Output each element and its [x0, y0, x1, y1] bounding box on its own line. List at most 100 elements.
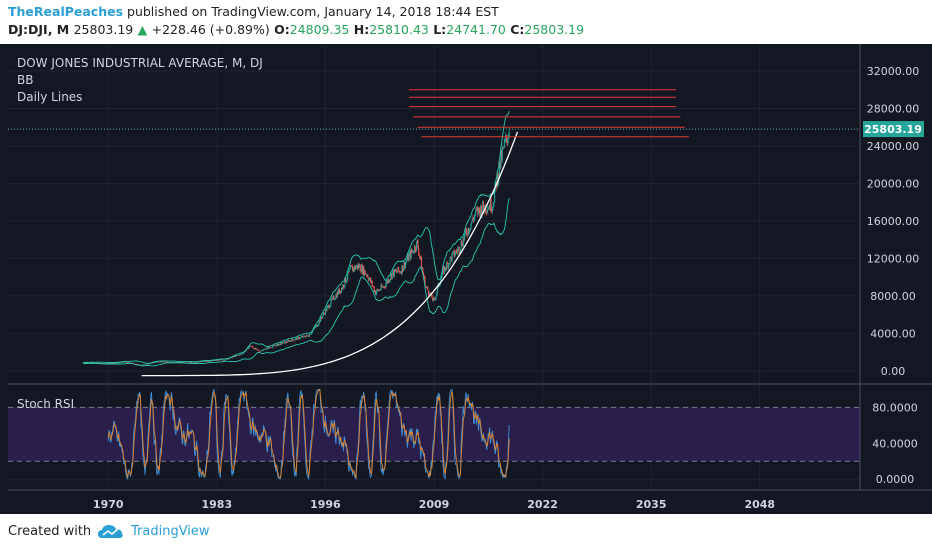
candle-body [274, 345, 276, 347]
candle-body [331, 299, 333, 300]
candle-body [249, 345, 251, 348]
candle-body [223, 360, 225, 361]
candle-body [420, 257, 423, 269]
candle-body [136, 364, 139, 365]
candle-body [395, 270, 398, 273]
candle-body [460, 241, 462, 250]
candle-body [296, 337, 298, 340]
candle-body [172, 362, 174, 363]
candle-body [267, 347, 269, 349]
candle-body [379, 289, 381, 291]
candle-body [370, 280, 372, 283]
candle-body [408, 254, 410, 261]
price-tick-label: 12000.00 [867, 252, 920, 265]
time-tick-label: 2022 [527, 498, 558, 511]
candle-body [121, 362, 123, 363]
candle-body [439, 283, 441, 285]
candle-body [322, 313, 324, 316]
candle-body [218, 359, 220, 361]
legend-daily-lines[interactable]: Daily Lines [17, 90, 82, 104]
candle-body [364, 270, 366, 274]
candle-body [158, 362, 160, 363]
tradingview-brand[interactable]: TradingView [131, 524, 210, 539]
high-label: H: [353, 22, 370, 37]
candle-body [287, 340, 289, 343]
candle-body [476, 208, 478, 210]
candle-body [220, 359, 222, 361]
low-label: L: [433, 22, 447, 37]
candle-body [492, 205, 494, 208]
candle-body [214, 360, 216, 361]
candle-body [317, 324, 320, 326]
candle-body [375, 290, 377, 295]
price-tick-label: 16000.00 [867, 215, 920, 228]
candle-body [402, 265, 404, 272]
candle-body [379, 289, 382, 291]
candle-body [297, 336, 299, 338]
chart-area[interactable]: 0.00 4000.00 8000.00 12000.00 16000.00 20000.… [0, 44, 932, 514]
candle-body [235, 355, 237, 357]
candle-body [177, 362, 179, 363]
candle-body [425, 286, 427, 288]
candle-body [97, 362, 99, 364]
candle-body [202, 361, 204, 363]
candle-body [259, 351, 261, 352]
candle-body [363, 270, 365, 276]
candle-body [478, 207, 480, 215]
chart-svg[interactable]: 0.00 4000.00 8000.00 12000.00 16000.00 20000.… [0, 44, 932, 514]
candle-body [248, 347, 250, 349]
candle-body [467, 227, 469, 236]
last-price: 25803.19 [73, 22, 134, 37]
candle-body [171, 361, 173, 363]
candle-body [153, 362, 155, 364]
candle-body [381, 284, 383, 288]
candle-body [205, 361, 207, 362]
candle-body [173, 362, 175, 363]
candle-body [413, 252, 415, 254]
tradingview-cloud-icon[interactable] [97, 523, 125, 541]
candle-body [424, 276, 426, 287]
candle-body [310, 333, 312, 335]
candle-body [269, 347, 271, 348]
candle-body [115, 362, 117, 364]
candle-body [290, 340, 292, 342]
candle-body [274, 345, 276, 346]
candle-body [432, 298, 434, 301]
candle-body [92, 362, 94, 364]
candle-body [501, 149, 503, 161]
candle-body [354, 265, 356, 271]
time-axis-labels: 1970 1983 1996 2009 2022 2035 2048 [93, 498, 775, 511]
candle-body [337, 291, 339, 295]
candle-body [141, 364, 143, 366]
candle-body [226, 358, 228, 360]
low-value: 24741.70 [446, 22, 506, 37]
candle-body [455, 250, 457, 255]
candle-body [244, 350, 246, 352]
candle-body [434, 299, 436, 300]
candle-body [403, 262, 405, 269]
candle-series [82, 127, 510, 366]
candle-body [292, 339, 294, 341]
candle-body [288, 340, 290, 341]
stoch-rsi-title[interactable]: Stoch RSI [17, 397, 74, 411]
candle-body [324, 309, 327, 315]
candle-body [143, 364, 145, 366]
author-link[interactable]: TheRealPeaches [8, 4, 124, 19]
candle-body [327, 305, 329, 306]
candle-body [333, 296, 335, 300]
candle-body [393, 268, 395, 277]
candle-body [162, 361, 164, 362]
candle-body [464, 234, 466, 240]
candle-body [258, 350, 260, 352]
candle-body [127, 362, 130, 363]
candle-body [219, 359, 221, 361]
candle-body [125, 362, 127, 363]
legend-bb[interactable]: BB [17, 73, 33, 87]
candle-body [404, 262, 407, 268]
candle-body [327, 305, 329, 308]
candle-body [302, 335, 304, 338]
candle-body [389, 279, 391, 281]
candle-body [140, 364, 142, 366]
candle-body [253, 348, 255, 349]
candle-body [145, 364, 147, 365]
